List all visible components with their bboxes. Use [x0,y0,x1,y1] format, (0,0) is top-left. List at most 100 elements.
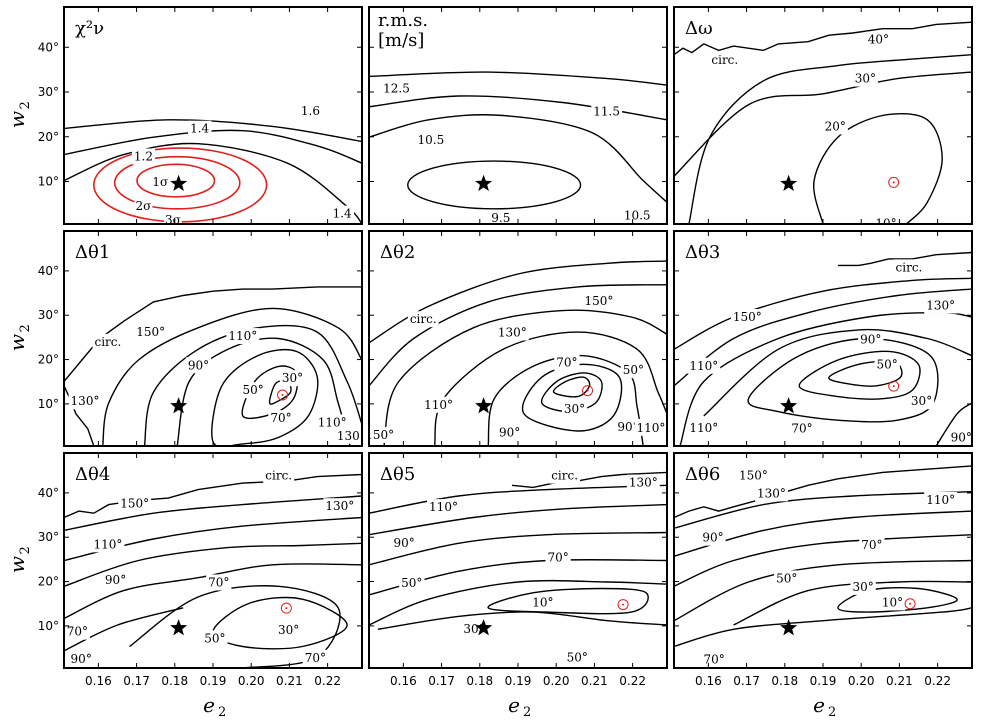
contour-label-halo [407,311,439,328]
x-tick-label: 0.20 [848,674,875,688]
contour-label: 10° [532,595,553,609]
contour-label: circ. [711,53,738,67]
best-fit-dot [892,181,895,184]
contour-line [828,360,903,387]
best-fit-marker [617,599,629,611]
contour-label-halo [381,80,412,97]
contour-label: 110° [689,359,718,373]
x-axis-label: e [813,693,825,717]
contour-label-halo [865,31,892,48]
best-fit-marker [280,602,292,614]
contour-label: 90° [71,652,92,666]
contour-label-halo [549,467,581,484]
x-tick-label: 0.18 [466,674,493,688]
x-tick-label: 0.16 [85,674,112,688]
contour-label-halo [315,414,349,431]
contour-label-halo [545,549,571,566]
panel-dtheta1-contours: circ.150° 110°90°50°30°70°130°110°130° [64,286,362,446]
contour-label: 90° [105,573,126,587]
contour-label: 10° [882,595,903,609]
contour-label: 1.4 [190,122,209,136]
contour-label: 30° [911,394,932,408]
star-marker [475,174,493,191]
contour-line [64,495,362,532]
contour-label-halo [276,621,302,638]
best-fit-marker [277,389,289,401]
panel-title-unit: [m/s] [378,30,424,51]
contour-label: 110° [637,421,666,435]
contour-label-halo [206,574,232,591]
contour-label: 130° [498,326,527,340]
panel-frame [673,6,973,225]
y-tick-label: 20° [38,130,59,144]
y-tick-label: 20° [38,575,59,589]
contour-label-halo [730,309,764,325]
contour-label-halo [709,52,741,69]
contour-label-halo [496,424,523,441]
contour-line [674,559,972,622]
panel-domega: circ. 40° 30° 20° 10° Δω [673,6,973,225]
contour-label-halo [874,356,900,373]
contour-label-halo [626,474,660,491]
contour-line [143,324,362,446]
panel-dtheta3: circ. 130° 150° 90° 110° 50° 30° 70° 110° 90° Δθ3 [673,230,973,447]
contour-label-halo [858,331,884,348]
contour-label-halo [822,118,848,135]
x-axis-label-subscript: 2 [523,705,531,720]
contour-line [703,328,972,417]
panel-dtheta2: circ.150°130°70°50°30°110°90°150°90°110°… [368,230,668,447]
sigma-1-contour [136,163,216,198]
star-marker [475,397,493,414]
contour-label-halo [330,205,355,222]
panel-dtheta4-contours: circ. 150° 130° 110° 90° 70° 30° 50° 70° 90° 70° [64,467,362,668]
panel-frame [673,452,973,669]
contour-label: 90° [860,333,881,347]
y-axis-label-subscript: 2 [18,324,33,332]
contour-label-halo [422,396,455,413]
y-tick-label: 30° [38,308,59,322]
contour-label-halo [789,420,815,437]
y-axis-label: w [5,334,29,351]
contour-line [369,284,667,387]
panel-title: Δθ6 [685,464,720,485]
contour-label: 30° [852,580,873,594]
contour-label: 110° [689,421,718,435]
star-marker [780,174,798,191]
y-tick-label: 40° [38,40,59,54]
contour-line [64,473,362,519]
y-tick-label: 10° [38,174,59,188]
best-fit-marker [888,380,900,392]
panel-dtheta5-contours: circ.130°110°90°70°50°10°30°50° [369,467,667,666]
contour-line [813,112,943,224]
panel-dtheta5: circ.130°110°90°70°50°10°30°50°0.16 0.17 0… [368,452,668,688]
contour-label: 70° [270,411,291,425]
y-tick-label: 30° [38,85,59,99]
panel-dtheta1: circ.150° 110°90°50°30°70°130°110°130°10°… [38,230,363,447]
contour-label: 70° [861,538,882,552]
best-fit-dot [285,607,288,610]
contour-line [679,311,972,446]
star-marker [170,397,188,414]
contour-line [674,288,972,387]
contour-label-halo [687,419,721,436]
contour-label: 90° [499,425,520,439]
contour-label-halo [489,210,513,224]
contour-label-halo [634,419,667,436]
x-tick-label: 0.22 [314,674,341,688]
panel-title: χ²ν [75,18,104,39]
contour-label-halo [323,498,357,515]
contour-label-halo [226,328,260,345]
panel-dtheta2-contours: circ.150°130°70°50°30°110°90°150°90°110° [369,260,667,446]
contour-line [211,348,319,446]
best-fit-dot [909,602,912,605]
contour-label-halo [369,426,397,443]
contour-line [64,119,362,143]
contour-label: circ. [551,469,578,483]
x-tick-label: 0.18 [161,674,188,688]
y-tick-label: 20° [38,353,59,367]
contour-line [212,596,348,650]
contour-label: 10.5 [624,208,651,222]
contour-label-halo [554,354,580,371]
panel-title: Δθ5 [380,464,415,485]
